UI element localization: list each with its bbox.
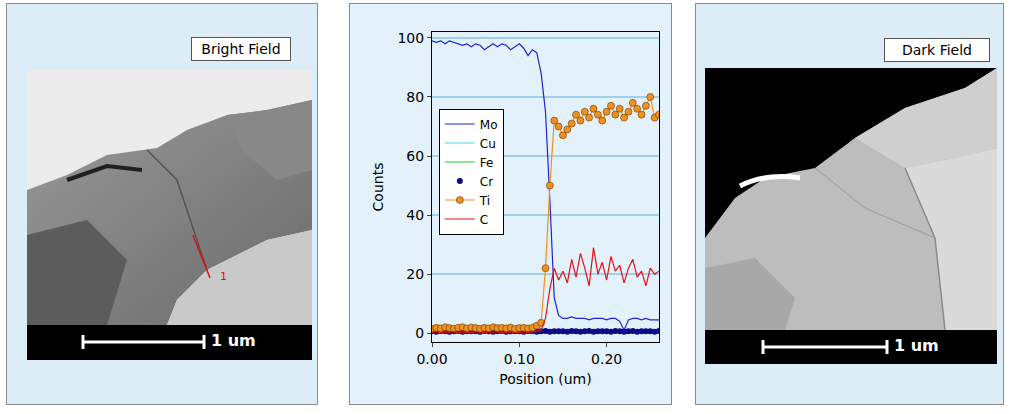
svg-text:Position (um): Position (um) (499, 371, 591, 387)
svg-text:0.20: 0.20 (591, 351, 622, 367)
svg-text:0.10: 0.10 (504, 351, 535, 367)
svg-text:Cu: Cu (480, 137, 496, 151)
svg-text:0: 0 (415, 325, 424, 341)
svg-text:80: 80 (406, 89, 424, 105)
svg-text:1: 1 (220, 270, 227, 283)
svg-text:100: 100 (397, 30, 424, 46)
svg-text:Mo: Mo (480, 118, 498, 132)
svg-text:40: 40 (406, 207, 424, 223)
svg-text:Counts: Counts (370, 163, 386, 212)
html-text:1 um: 1 um (894, 336, 939, 355)
svg-text:Fe: Fe (480, 156, 494, 170)
svg-text:Cr: Cr (480, 175, 493, 189)
svg-text:Ti: Ti (479, 194, 490, 208)
svg-text:C: C (480, 213, 488, 227)
svg-text:20: 20 (406, 266, 424, 282)
html-text:Dark Field: Dark Field (902, 42, 972, 58)
html-text:Bright Field: Bright Field (201, 41, 281, 57)
svg-text:0.00: 0.00 (416, 351, 447, 367)
html-text:1 um: 1 um (211, 331, 256, 350)
svg-text:60: 60 (406, 148, 424, 164)
